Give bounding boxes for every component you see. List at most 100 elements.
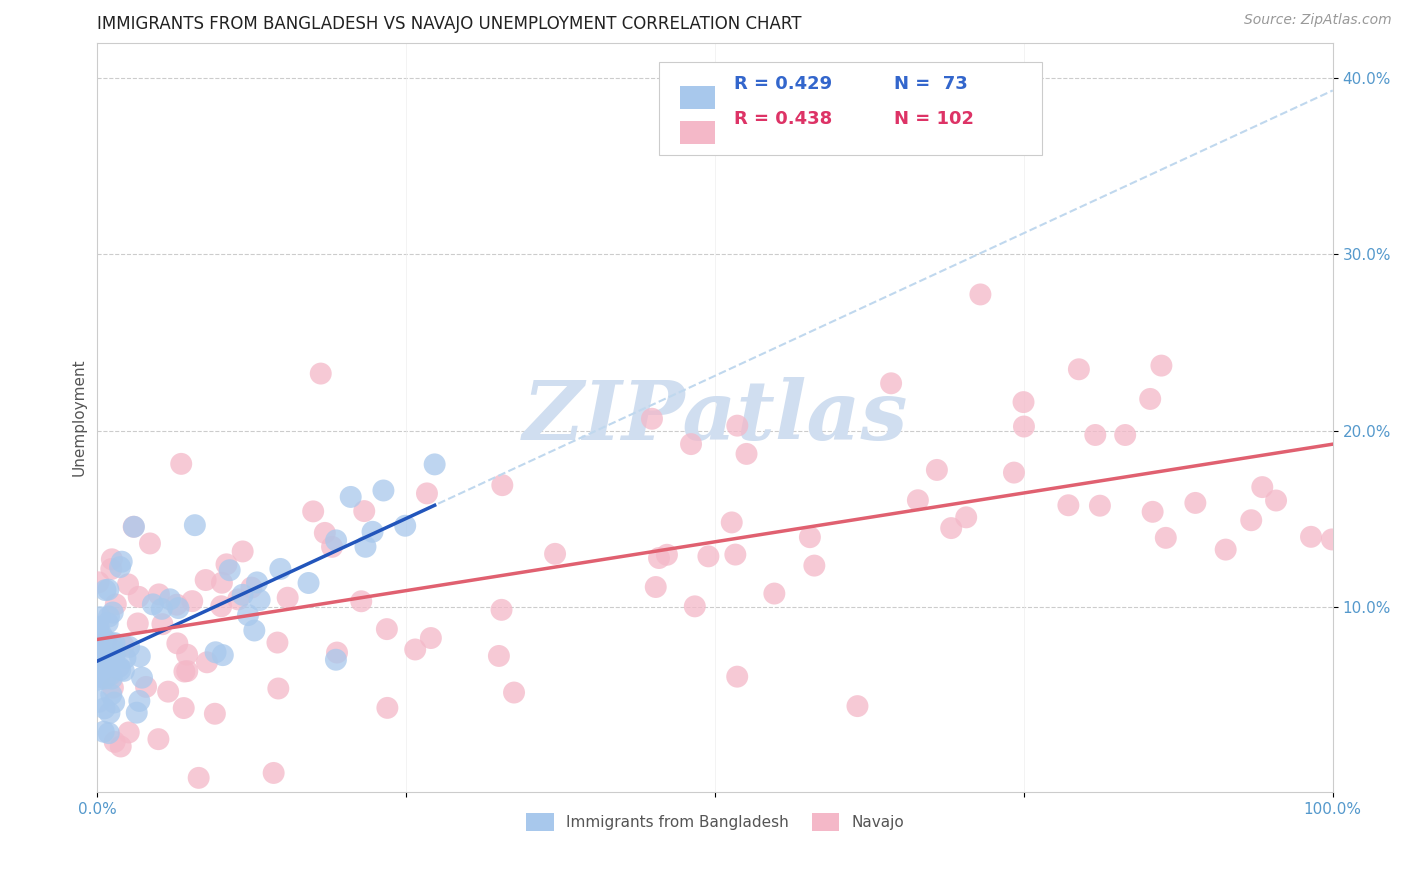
Point [87,575,110,590]
Point [969,287,991,301]
Text: ZIPatlas: ZIPatlas [522,377,908,458]
Point [114,651,136,665]
Point [90,665,112,679]
Point [339,490,361,504]
Point [181,594,204,608]
Point [1251,480,1274,494]
Point [94,672,117,686]
Point [152,617,174,632]
Point [104,598,127,612]
Point [159,592,181,607]
Point [491,603,513,617]
Point [94,633,117,648]
Point [226,592,249,607]
Point [89,637,111,651]
Point [89,669,111,683]
Point [101,681,124,695]
Text: Source: ZipAtlas.com: Source: ZipAtlas.com [1244,13,1392,28]
Point [104,735,127,749]
Point [1139,392,1161,406]
Point [173,665,195,679]
Point [112,639,135,653]
Point [103,648,125,663]
Point [326,646,349,660]
Point [194,573,217,587]
Point [641,411,664,425]
Point [167,601,190,615]
Point [1088,499,1111,513]
Point [103,636,125,650]
Point [416,486,439,500]
Point [97,609,120,624]
Point [97,615,120,630]
Point [211,648,233,662]
Point [246,575,269,590]
Point [1057,498,1080,512]
Point [1184,496,1206,510]
Point [103,643,125,657]
Point [423,458,446,472]
Point [96,642,118,657]
Point [1150,359,1173,373]
Point [89,662,111,676]
Point [184,518,207,533]
Point [799,530,821,544]
Point [87,638,110,652]
Point [87,643,110,657]
Point [267,681,290,696]
Point [142,598,165,612]
Bar [681,121,716,144]
Text: N = 102: N = 102 [894,111,974,128]
Point [118,725,141,739]
Point [93,724,115,739]
Text: R = 0.429: R = 0.429 [734,75,832,93]
Point [110,739,132,754]
Point [122,520,145,534]
Point [176,664,198,678]
Point [157,684,180,698]
Point [1114,428,1136,442]
Point [325,533,347,548]
Legend: Immigrants from Bangladesh, Navajo: Immigrants from Bangladesh, Navajo [520,807,910,837]
Point [361,524,384,539]
Point [404,642,426,657]
Point [117,577,139,591]
Point [503,685,526,699]
Point [325,653,347,667]
Point [111,555,134,569]
Point [735,447,758,461]
Point [209,599,232,614]
Point [90,628,112,642]
Point [724,548,747,562]
Point [725,418,748,433]
Point [122,520,145,534]
Point [394,518,416,533]
Point [697,549,720,564]
Point [176,648,198,662]
Point [173,701,195,715]
Point [128,649,150,664]
Point [195,655,218,669]
Point [302,504,325,518]
Point [127,616,149,631]
Point [488,648,510,663]
Point [89,610,111,624]
Bar [681,86,716,109]
Point [1320,533,1343,547]
Point [187,771,209,785]
Point [375,622,398,636]
Point [148,732,170,747]
Point [100,636,122,650]
Point [97,582,120,597]
Point [215,558,238,572]
Point [96,648,118,663]
Point [1154,531,1177,545]
Point [94,634,117,648]
Point [101,606,124,620]
Point [90,665,112,680]
Point [148,587,170,601]
Point [94,583,117,598]
Point [218,563,240,577]
Point [150,602,173,616]
Point [941,521,963,535]
